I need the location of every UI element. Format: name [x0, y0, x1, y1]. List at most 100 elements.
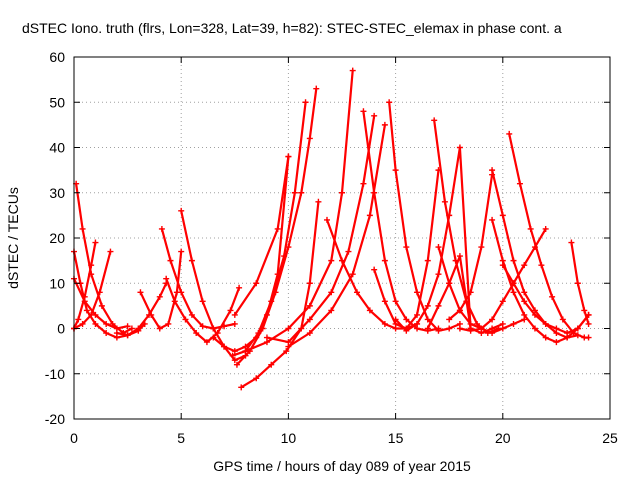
data-point: [92, 239, 99, 246]
data-point: [298, 189, 305, 196]
data-point: [135, 325, 142, 332]
data-point: [456, 144, 463, 151]
data-point: [167, 257, 174, 264]
data-point: [403, 244, 410, 251]
data-point: [506, 130, 513, 137]
data-point: [313, 85, 320, 92]
data-point: [227, 307, 234, 314]
data-point: [103, 320, 110, 327]
data-point: [446, 280, 453, 287]
data-point: [424, 325, 431, 332]
data-point: [236, 284, 243, 291]
series-14: [238, 198, 322, 391]
data-point: [214, 330, 221, 337]
axis-ticks: 0 5 10 15 20 25 -20 -10 0 10 20 30 40 50 60: [45, 49, 618, 446]
data-point: [568, 239, 575, 246]
data-point: [478, 325, 485, 332]
data-point: [403, 327, 410, 334]
series-10: [163, 275, 243, 346]
series-2: [73, 180, 135, 337]
data-point: [242, 348, 249, 355]
data-point: [79, 225, 86, 232]
series-23: [392, 144, 474, 334]
data-point: [203, 339, 210, 346]
data-point: [255, 330, 262, 337]
data-point: [124, 332, 131, 339]
data-point: [585, 334, 592, 341]
data-point: [285, 343, 292, 350]
data-point: [231, 357, 238, 364]
series-line: [233, 155, 290, 316]
series-7: [113, 280, 170, 339]
data-point: [467, 320, 474, 327]
data-point: [381, 320, 388, 327]
y-tick-label: 30: [49, 185, 65, 201]
data-point: [306, 280, 313, 287]
data-point: [81, 298, 88, 305]
x-tick-label: 10: [281, 430, 297, 446]
data-point: [381, 298, 388, 305]
data-point: [467, 289, 474, 296]
data-point: [171, 298, 178, 305]
data-point: [229, 352, 236, 359]
data-point: [345, 248, 352, 255]
data-point: [516, 180, 523, 187]
data-point: [113, 330, 120, 337]
data-point: [531, 325, 538, 332]
data-point: [306, 330, 313, 337]
data-point: [510, 280, 517, 287]
data-point: [424, 257, 431, 264]
data-point: [268, 361, 275, 368]
data-point: [285, 325, 292, 332]
data-point: [88, 262, 95, 269]
series-30: [456, 225, 549, 334]
y-tick-label: -10: [45, 366, 65, 382]
data-point: [510, 289, 517, 296]
data-point: [371, 266, 378, 273]
data-point: [96, 289, 103, 296]
y-tick-label: 60: [49, 49, 65, 65]
data-point: [549, 293, 556, 300]
data-point: [531, 244, 538, 251]
series-1: [71, 248, 148, 341]
data-point: [323, 216, 330, 223]
data-point: [306, 316, 313, 323]
data-point: [199, 323, 206, 330]
data-point: [521, 311, 528, 318]
y-tick-label: 10: [49, 275, 65, 291]
data-point: [339, 189, 345, 196]
data-point: [199, 298, 206, 305]
y-axis-label: dSTEC / TECUs: [5, 187, 21, 289]
data-point: [542, 334, 549, 341]
x-axis-label: GPS time / hours of day 089 of year 2015: [213, 458, 471, 474]
series-line: [265, 114, 376, 344]
data-point: [328, 307, 335, 314]
data-point: [315, 198, 322, 205]
data-point: [435, 302, 442, 309]
data-point: [188, 257, 195, 264]
data-point: [165, 320, 172, 327]
data-point: [456, 307, 463, 314]
data-point: [414, 320, 421, 327]
data-point: [274, 225, 281, 232]
data-point: [146, 311, 153, 318]
data-point: [83, 307, 90, 314]
data-point: [156, 325, 163, 332]
data-point: [302, 99, 309, 106]
data-point: [210, 334, 217, 341]
data-point: [221, 343, 228, 350]
grid: [74, 57, 610, 419]
data-point: [441, 198, 448, 205]
data-point: [510, 257, 517, 264]
data-point: [574, 325, 581, 332]
data-point: [349, 271, 356, 278]
data-point: [349, 67, 356, 74]
data-point: [178, 207, 185, 214]
data-point: [283, 348, 290, 355]
data-point: [499, 262, 506, 269]
data-point: [360, 108, 367, 115]
series-line: [160, 227, 236, 330]
chart-title: dSTEC Iono. truth (flrs, Lon=328, Lat=39…: [22, 20, 562, 36]
data-point: [581, 307, 588, 314]
data-point: [328, 257, 335, 264]
